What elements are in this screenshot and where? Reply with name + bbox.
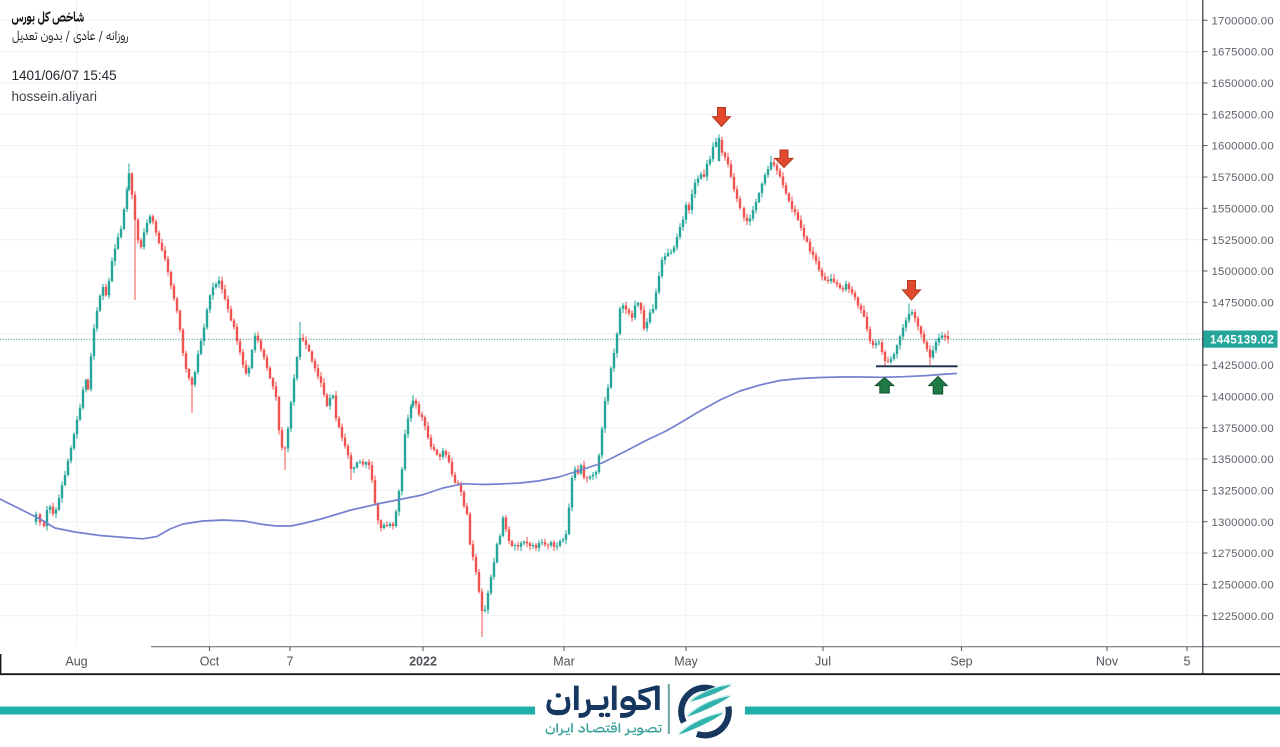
svg-text:1300000.00: 1300000.00 bbox=[1212, 517, 1274, 529]
svg-text:1425000.00: 1425000.00 bbox=[1212, 360, 1274, 372]
svg-text:5: 5 bbox=[1184, 655, 1191, 669]
svg-text:1400000.00: 1400000.00 bbox=[1212, 391, 1274, 403]
svg-text:1250000.00: 1250000.00 bbox=[1212, 580, 1274, 592]
svg-text:1401/06/07 15:45: 1401/06/07 15:45 bbox=[12, 68, 117, 83]
svg-text:7: 7 bbox=[287, 655, 294, 669]
svg-text:1550000.00: 1550000.00 bbox=[1212, 203, 1274, 215]
svg-text:Mar: Mar bbox=[553, 655, 575, 669]
svg-text:Nov: Nov bbox=[1096, 655, 1119, 669]
svg-text:1275000.00: 1275000.00 bbox=[1212, 548, 1274, 560]
svg-text:hossein.aliyari: hossein.aliyari bbox=[12, 89, 98, 104]
svg-text:1350000.00: 1350000.00 bbox=[1212, 454, 1274, 466]
svg-text:1525000.00: 1525000.00 bbox=[1212, 235, 1274, 247]
svg-text:1500000.00: 1500000.00 bbox=[1212, 266, 1274, 278]
svg-text:1625000.00: 1625000.00 bbox=[1212, 109, 1274, 121]
svg-text:1600000.00: 1600000.00 bbox=[1212, 141, 1274, 153]
svg-text:Sep: Sep bbox=[950, 655, 972, 669]
svg-text:1475000.00: 1475000.00 bbox=[1212, 297, 1274, 309]
svg-text:1650000.00: 1650000.00 bbox=[1212, 78, 1274, 90]
svg-text:1700000.00: 1700000.00 bbox=[1212, 15, 1274, 27]
svg-text:Jul: Jul bbox=[815, 655, 831, 669]
svg-text:May: May bbox=[674, 655, 698, 669]
svg-text:1445139.02: 1445139.02 bbox=[1210, 333, 1274, 346]
svg-text:1375000.00: 1375000.00 bbox=[1212, 423, 1274, 435]
svg-text:1325000.00: 1325000.00 bbox=[1212, 486, 1274, 498]
svg-text:Aug: Aug bbox=[65, 655, 87, 669]
svg-text:Oct: Oct bbox=[200, 655, 220, 669]
svg-text:1225000.00: 1225000.00 bbox=[1212, 611, 1274, 623]
svg-text:1675000.00: 1675000.00 bbox=[1212, 47, 1274, 59]
svg-text:1575000.00: 1575000.00 bbox=[1212, 172, 1274, 184]
svg-text:2022: 2022 bbox=[409, 655, 437, 669]
